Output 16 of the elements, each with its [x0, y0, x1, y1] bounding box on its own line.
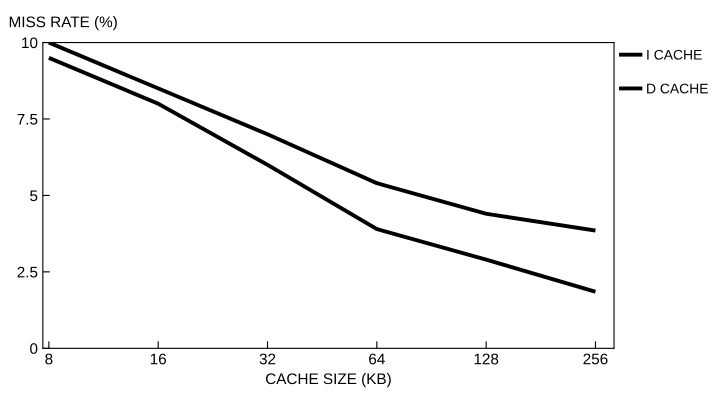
y-axis-title: MISS RATE (%) [10, 16, 117, 30]
y-tick-label: 10 [22, 37, 38, 48]
x-tick-label: 16 [150, 354, 166, 364]
x-tick-label: 128 [474, 354, 498, 364]
y-tick-label: 0 [30, 343, 38, 354]
x-tick-label: 256 [583, 354, 608, 364]
x-axis-title: CACHE SIZE (KB) [266, 372, 391, 388]
x-tick-label: 64 [369, 354, 385, 364]
line-series [46, 56, 598, 294]
y-tick-label: 5 [30, 190, 38, 202]
legend-label: D CACHE [647, 84, 708, 94]
legend-label: I CACHE [647, 50, 702, 60]
y-tick-label: 2.5 [18, 266, 38, 278]
x-tick-label: 8 [45, 354, 52, 364]
y-tick-label: 7.5 [18, 114, 38, 125]
x-tick-label: 32 [260, 354, 276, 364]
